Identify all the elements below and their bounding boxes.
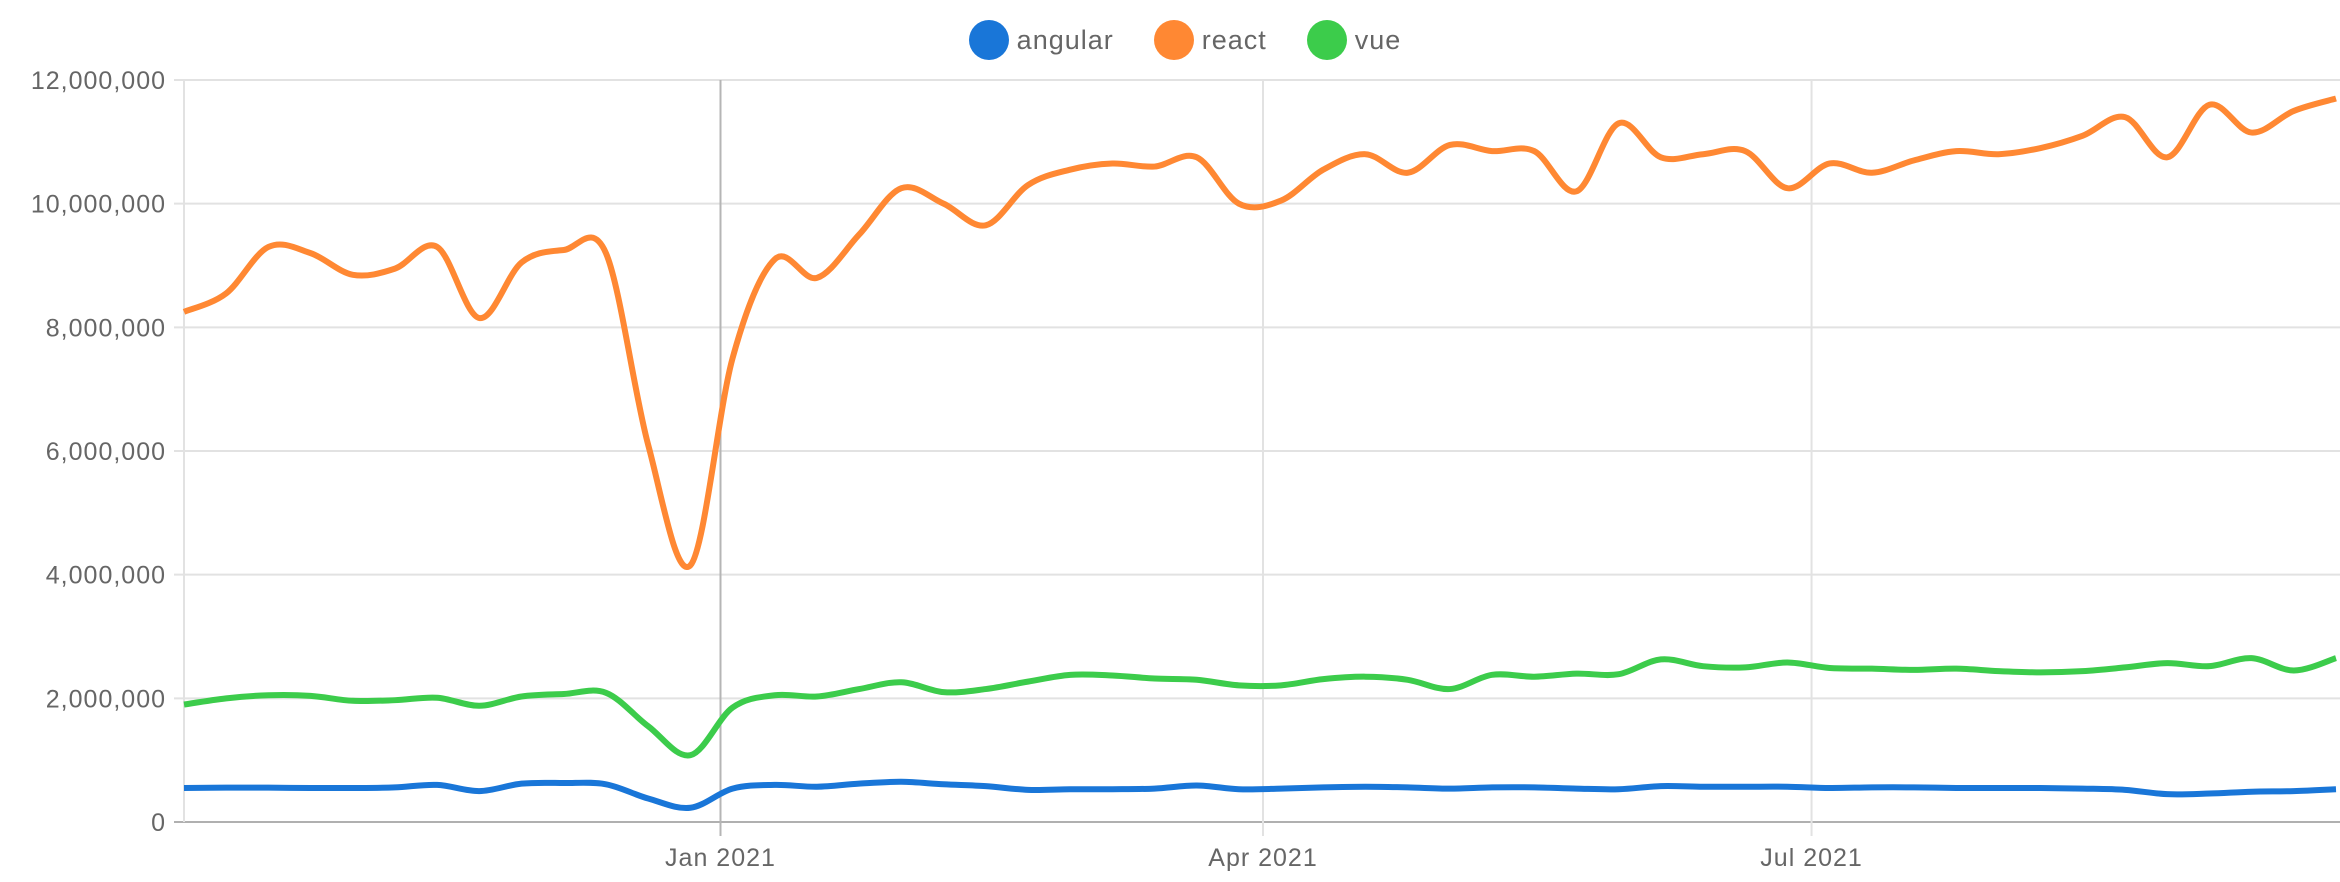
series-lines bbox=[182, 95, 2337, 812]
legend-label-react: react bbox=[1201, 24, 1267, 55]
y-axis-ticks: 12,000,000 10,000,000 8,000,000 6,000,000 4,… bbox=[31, 67, 166, 837]
grid-lines bbox=[174, 79, 2340, 836]
series-line-react[interactable] bbox=[182, 95, 2337, 571]
legend-label-vue: vue bbox=[1354, 24, 1402, 55]
x-tick-label: Apr 2021 bbox=[1208, 844, 1317, 872]
series-line-vue[interactable] bbox=[183, 655, 2337, 759]
x-axis-ticks: Jan 2021 Apr 2021 Jul 2021 bbox=[665, 844, 1863, 872]
y-tick-label: 0 bbox=[151, 809, 166, 837]
x-tick-label: Jan 2021 bbox=[665, 844, 776, 872]
legend-label-angular: angular bbox=[1016, 24, 1114, 55]
angular-color-dot-icon bbox=[968, 20, 1009, 60]
chart-legend: angular react vue bbox=[0, 20, 2340, 60]
legend-item-react[interactable]: react bbox=[1153, 20, 1267, 60]
y-tick-label: 8,000,000 bbox=[46, 314, 166, 342]
legend-item-vue[interactable]: vue bbox=[1306, 20, 1402, 60]
y-tick-label: 12,000,000 bbox=[31, 67, 166, 95]
legend-item-angular[interactable]: angular bbox=[968, 20, 1114, 60]
y-tick-label: 10,000,000 bbox=[31, 191, 166, 219]
y-tick-label: 6,000,000 bbox=[46, 438, 166, 466]
vue-color-dot-icon bbox=[1306, 20, 1347, 60]
react-color-dot-icon bbox=[1153, 20, 1194, 60]
series-line-angular[interactable] bbox=[183, 778, 2337, 812]
y-tick-label: 4,000,000 bbox=[46, 562, 166, 590]
y-tick-label: 2,000,000 bbox=[46, 685, 166, 713]
x-tick-label: Jul 2021 bbox=[1760, 844, 1863, 872]
